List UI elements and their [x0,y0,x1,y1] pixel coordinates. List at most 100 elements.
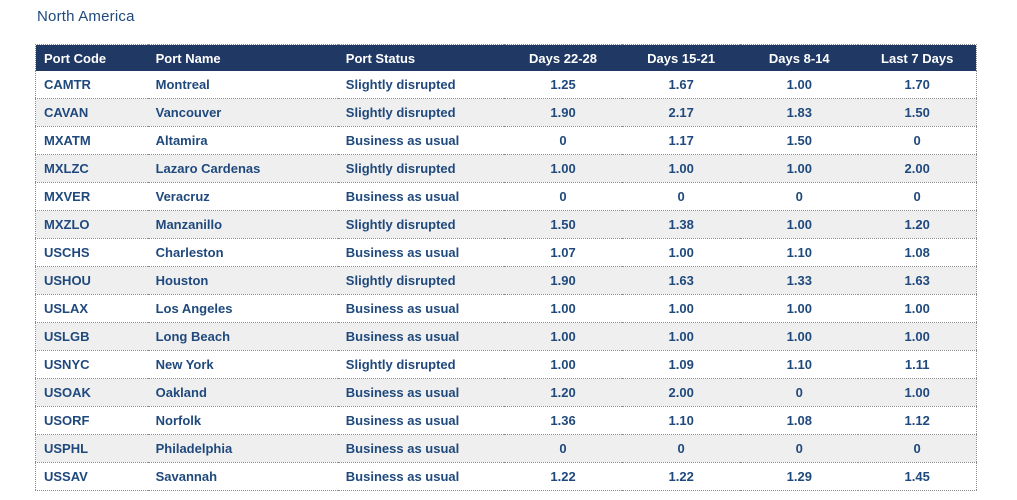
cell-port-status: Business as usual [337,462,504,491]
table-row: USPHL Philadelphia Business as usual 0 0 0 0 [35,434,977,463]
cell-port-name: Vancouver [147,98,338,127]
cell-days-15-21: 0 [622,182,741,211]
cell-last-7-days: 1.00 [858,378,977,407]
cell-port-name: Charleston [147,238,338,267]
cell-port-name: Lazaro Cardenas [147,154,338,183]
cell-days-15-21: 0 [622,434,741,463]
cell-port-code: MXZLO [35,210,148,239]
cell-days-15-21: 2.00 [622,378,741,407]
cell-days-22-28: 1.36 [503,406,623,435]
cell-port-status: Business as usual [337,238,504,267]
cell-days-15-21: 2.17 [622,98,741,127]
cell-port-code: USORF [35,406,148,435]
column-header-port-code: Port Code [35,44,148,71]
cell-days-15-21: 1.00 [622,322,741,351]
cell-days-15-21: 1.00 [622,154,741,183]
cell-port-code: USLAX [35,294,148,323]
table-row: USLGB Long Beach Business as usual 1.00 1.00… [35,322,977,351]
cell-port-status: Business as usual [337,378,504,407]
cell-last-7-days: 2.00 [858,154,977,183]
cell-last-7-days: 1.20 [858,210,977,239]
column-header-last-7-days: Last 7 Days [858,44,977,71]
cell-last-7-days: 1.12 [858,406,977,435]
table-row: CAVAN Vancouver Slightly disrupted 1.90 2.17… [35,98,977,127]
cell-last-7-days: 0 [858,126,977,155]
cell-port-code: USSAV [35,462,148,491]
cell-port-status: Slightly disrupted [337,98,504,127]
cell-port-code: CAVAN [35,98,148,127]
cell-port-code: CAMTR [35,71,148,99]
cell-days-15-21: 1.00 [622,294,741,323]
cell-days-22-28: 1.90 [503,98,623,127]
table-row: USSAV Savannah Business as usual 1.22 1.22 1.… [35,462,977,491]
cell-port-status: Business as usual [337,182,504,211]
column-header-port-name: Port Name [147,44,338,71]
cell-days-22-28: 1.00 [503,350,623,379]
cell-days-22-28: 1.22 [503,462,623,491]
cell-port-name: Houston [147,266,338,295]
cell-port-code: USNYC [35,350,148,379]
column-header-days-15-21: Days 15-21 [622,44,741,71]
cell-days-22-28: 1.25 [503,71,623,99]
cell-port-status: Business as usual [337,126,504,155]
cell-last-7-days: 0 [858,434,977,463]
cell-days-8-14: 1.29 [740,462,859,491]
cell-port-status: Slightly disrupted [337,71,504,99]
table-row: MXVER Veracruz Business as usual 0 0 0 0 [35,182,977,211]
cell-port-name: New York [147,350,338,379]
cell-days-8-14: 1.00 [740,294,859,323]
cell-port-name: Philadelphia [147,434,338,463]
table-body: CAMTR Montreal Slightly disrupted 1.25 1.67 1… [35,71,977,491]
cell-port-code: USOAK [35,378,148,407]
table-row: CAMTR Montreal Slightly disrupted 1.25 1.67 1… [35,71,977,99]
cell-days-8-14: 0 [740,182,859,211]
cell-port-code: MXVER [35,182,148,211]
cell-port-name: Long Beach [147,322,338,351]
cell-port-status: Slightly disrupted [337,350,504,379]
cell-days-8-14: 0 [740,378,859,407]
cell-port-status: Business as usual [337,434,504,463]
cell-days-15-21: 1.63 [622,266,741,295]
cell-days-8-14: 1.00 [740,210,859,239]
cell-days-8-14: 1.10 [740,238,859,267]
cell-port-status: Business as usual [337,294,504,323]
cell-port-name: Savannah [147,462,338,491]
cell-port-name: Montreal [147,71,338,99]
cell-port-code: USCHS [35,238,148,267]
cell-days-15-21: 1.10 [622,406,741,435]
table-row: MXZLO Manzanillo Slightly disrupted 1.50 1.3… [35,210,977,239]
cell-last-7-days: 1.63 [858,266,977,295]
cell-days-8-14: 0 [740,434,859,463]
cell-days-22-28: 1.50 [503,210,623,239]
cell-days-8-14: 1.08 [740,406,859,435]
table-row: USHOU Houston Slightly disrupted 1.90 1.63 1.… [35,266,977,295]
table-row: USCHS Charleston Business as usual 1.07 1.00… [35,238,977,267]
cell-days-8-14: 1.00 [740,71,859,99]
cell-days-15-21: 1.09 [622,350,741,379]
cell-port-status: Business as usual [337,406,504,435]
cell-days-8-14: 1.50 [740,126,859,155]
cell-port-name: Manzanillo [147,210,338,239]
table-row: USNYC New York Slightly disrupted 1.00 1.09 1… [35,350,977,379]
cell-last-7-days: 1.08 [858,238,977,267]
cell-port-code: MXLZC [35,154,148,183]
table-row: MXLZC Lazaro Cardenas Slightly disrupted 1.… [35,154,977,183]
table-row: USLAX Los Angeles Business as usual 1.00 1.0… [35,294,977,323]
cell-port-name: Altamira [147,126,338,155]
cell-days-22-28: 0 [503,434,623,463]
cell-days-22-28: 1.00 [503,322,623,351]
cell-days-8-14: 1.10 [740,350,859,379]
cell-port-name: Veracruz [147,182,338,211]
cell-days-22-28: 1.00 [503,154,623,183]
cell-port-code: USLGB [35,322,148,351]
cell-days-8-14: 1.33 [740,266,859,295]
cell-last-7-days: 1.70 [858,71,977,99]
cell-days-8-14: 1.00 [740,322,859,351]
cell-last-7-days: 1.00 [858,294,977,323]
table-row: USOAK Oakland Business as usual 1.20 2.00 0 1.… [35,378,977,407]
cell-days-15-21: 1.00 [622,238,741,267]
cell-days-8-14: 1.83 [740,98,859,127]
cell-last-7-days: 1.45 [858,462,977,491]
port-status-table: Port Code Port Name Port Status Days 22-… [35,44,977,491]
